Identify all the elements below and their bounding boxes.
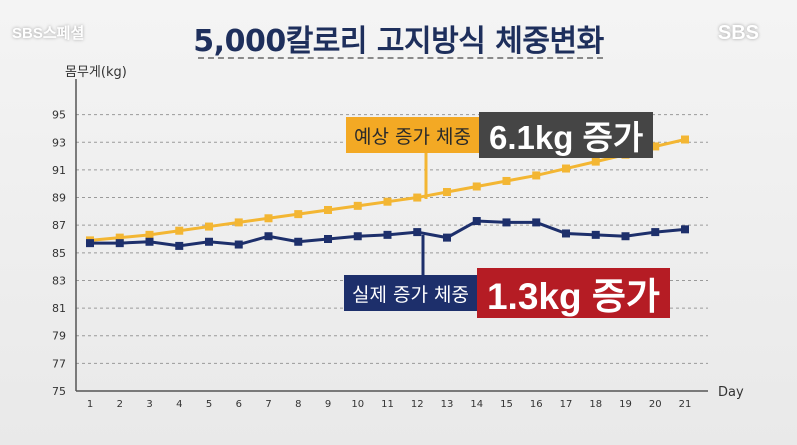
actual-gain-label: 실제 증가 체중 [344, 275, 477, 311]
expected-point [324, 205, 332, 214]
x-tick-label: 12 [411, 399, 424, 410]
actual-gain-callout: 실제 증가 체중 1.3kg 증가 [344, 268, 670, 318]
x-tick-label: 3 [146, 399, 152, 410]
y-axis-label: 몸무게(kg) [65, 65, 127, 80]
x-tick-label: 2 [117, 399, 123, 410]
actual-point [264, 232, 273, 241]
x-tick-label: 8 [295, 399, 301, 410]
x-tick-label: 5 [206, 399, 212, 410]
x-tick-labels: 1 2 3 4 5 6 7 8 9 10 11 12 13 14 15 16 17 18 19 20 21 [87, 399, 692, 410]
actual-point [145, 237, 154, 246]
x-tick-label: 6 [236, 399, 242, 410]
title-underline [198, 57, 603, 59]
actual-point [383, 230, 392, 239]
expected-point [205, 222, 213, 231]
y-tick-label: 95 [52, 109, 66, 122]
chart-title: 5,000칼로리 고지방식 체중변화 [193, 24, 604, 59]
x-tick-label: 21 [679, 399, 692, 410]
y-tick-label: 87 [52, 219, 66, 232]
x-tick-label: 9 [325, 399, 331, 410]
sbs-logo: SBS [717, 22, 759, 44]
expected-point [681, 135, 689, 144]
axes [75, 79, 708, 392]
expected-point [562, 164, 570, 173]
expected-point [115, 233, 124, 242]
expected-point [591, 157, 600, 166]
expected-point [353, 201, 362, 210]
expected-point [413, 193, 422, 202]
actual-point [86, 239, 94, 248]
x-tick-label: 13 [441, 399, 454, 410]
expected-point [264, 214, 273, 223]
expected-point [472, 182, 481, 191]
y-tick-label: 77 [52, 357, 66, 370]
y-tick-label: 79 [52, 330, 66, 343]
expected-point [651, 142, 660, 151]
actual-point [294, 237, 303, 246]
expected-point [175, 226, 184, 235]
y-tick-label: 85 [52, 247, 66, 260]
expected-gain-label: 예상 증가 체중 [346, 117, 479, 153]
actual-point [562, 229, 570, 238]
expected-gain-callout: 예상 증가 체중 6.1kg 증가 [346, 112, 654, 158]
x-tick-label: 15 [500, 399, 513, 410]
y-tick-label: 89 [52, 192, 66, 205]
x-axis-label: Day [718, 385, 744, 400]
actual-point [621, 232, 630, 241]
sbs-special-logo: SBS스페셜 [12, 25, 85, 42]
series-actual [86, 217, 689, 250]
actual-point [234, 240, 243, 249]
expected-point [145, 230, 154, 239]
actual-point [472, 217, 481, 226]
x-tick-label: 18 [589, 399, 602, 410]
actual-point [532, 218, 541, 227]
y-tick-label: 93 [52, 136, 66, 149]
y-tick-labels: 75 77 79 81 83 85 87 89 91 93 95 [52, 109, 66, 398]
expected-gain-value: 6.1kg 증가 [478, 112, 654, 158]
y-tick-label: 83 [52, 274, 66, 287]
expected-point [443, 188, 451, 197]
actual-point [443, 233, 451, 242]
actual-point [115, 239, 124, 248]
expected-point [383, 197, 392, 206]
x-tick-label: 17 [560, 399, 573, 410]
x-tick-label: 20 [649, 399, 662, 410]
y-tick-label: 81 [52, 302, 66, 315]
x-tick-label: 19 [619, 399, 632, 410]
actual-point [353, 232, 362, 241]
actual-gain-value: 1.3kg 증가 [476, 268, 670, 318]
y-tick-label: 91 [52, 164, 66, 177]
x-tick-label: 7 [265, 399, 271, 410]
actual-point [591, 230, 600, 239]
expected-point [532, 171, 541, 180]
x-tick-label: 16 [530, 399, 543, 410]
actual-point [681, 225, 689, 234]
x-tick-label: 10 [351, 399, 364, 410]
actual-point [175, 241, 184, 250]
actual-point [324, 235, 332, 243]
actual-point [205, 237, 213, 246]
expected-point [234, 218, 243, 227]
x-tick-label: 1 [87, 399, 93, 410]
series-expected [86, 135, 689, 245]
actual-point [413, 228, 422, 237]
expected-point [294, 210, 303, 219]
x-tick-label: 11 [381, 399, 394, 410]
actual-point [651, 228, 660, 237]
y-tick-label: 75 [52, 385, 66, 398]
x-tick-label: 14 [470, 399, 483, 410]
expected-point [502, 176, 511, 185]
x-tick-label: 4 [176, 399, 182, 410]
actual-point [502, 218, 511, 227]
